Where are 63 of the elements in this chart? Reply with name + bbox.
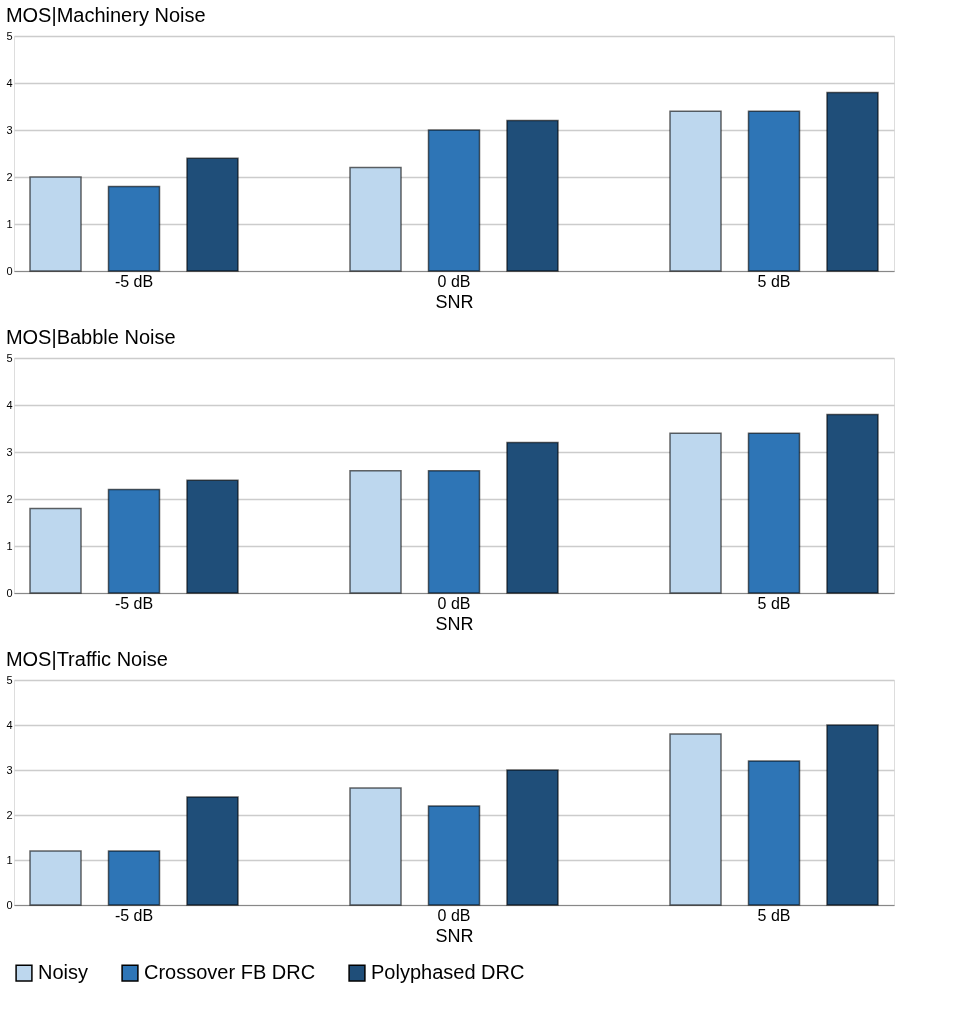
bar — [506, 769, 559, 906]
bar — [29, 507, 82, 594]
bar — [29, 176, 82, 272]
x-tick-label: 5 dB — [757, 594, 791, 612]
y-tick-label: 3 — [6, 445, 13, 458]
y-tick-label: 1 — [6, 853, 13, 866]
y-tick-label: 5 — [6, 29, 13, 42]
y-tick-label: 2 — [6, 808, 13, 821]
y-tick-label: 3 — [6, 123, 13, 136]
x-tick-label: 5 dB — [757, 272, 791, 290]
x-axis-title: SNR — [435, 291, 474, 312]
bar — [506, 441, 559, 594]
x-tick-label: -5 dB — [114, 906, 154, 924]
bar — [349, 470, 402, 594]
bar — [747, 110, 801, 272]
legend-label: Noisy — [38, 961, 89, 984]
bar — [427, 129, 481, 272]
x-tick-label: 0 dB — [437, 594, 471, 612]
chart-title: MOS|Traffic Noise — [5, 648, 168, 670]
y-tick-label: 2 — [6, 170, 13, 183]
x-tick-label: 5 dB — [757, 906, 791, 924]
bar — [427, 470, 481, 594]
y-tick-label: 4 — [6, 398, 13, 411]
x-tick-label: 0 dB — [437, 906, 471, 924]
legend-label: Polyphased DRC — [371, 961, 525, 984]
bar — [107, 185, 161, 272]
legend-label: Crossover FB DRC — [144, 961, 316, 984]
y-tick-label: 0 — [6, 264, 13, 277]
bar — [349, 787, 402, 906]
x-axis-title: SNR — [435, 613, 474, 634]
x-tick-label: -5 dB — [114, 272, 154, 290]
y-tick-label: 1 — [6, 217, 13, 230]
bar — [669, 733, 722, 906]
bar — [107, 850, 161, 906]
bar — [186, 796, 239, 906]
chart-title: MOS|Machinery Noise — [5, 4, 206, 26]
y-tick-label: 0 — [6, 586, 13, 599]
bar — [826, 413, 879, 594]
bar — [427, 805, 481, 906]
bar — [669, 110, 722, 272]
bar — [186, 479, 239, 594]
bar — [669, 432, 722, 594]
bar — [826, 724, 879, 906]
y-tick-label: 4 — [6, 76, 13, 89]
x-tick-label: 0 dB — [437, 272, 471, 290]
y-tick-label: 3 — [6, 763, 13, 776]
bar — [747, 760, 801, 906]
y-tick-label: 0 — [6, 898, 13, 911]
bar — [349, 166, 402, 272]
bar — [107, 488, 161, 594]
y-tick-label: 4 — [6, 718, 13, 731]
y-tick-label: 2 — [6, 492, 13, 505]
bar — [747, 432, 801, 594]
y-tick-label: 5 — [6, 673, 13, 686]
bar — [506, 119, 559, 272]
chart-title: MOS|Babble Noise — [5, 326, 176, 348]
y-tick-label: 1 — [6, 539, 13, 552]
x-tick-label: -5 dB — [114, 594, 154, 612]
x-axis-title: SNR — [435, 925, 474, 946]
bar — [186, 157, 239, 272]
bar — [826, 91, 879, 272]
bar — [29, 850, 82, 906]
y-tick-label: 5 — [6, 351, 13, 364]
